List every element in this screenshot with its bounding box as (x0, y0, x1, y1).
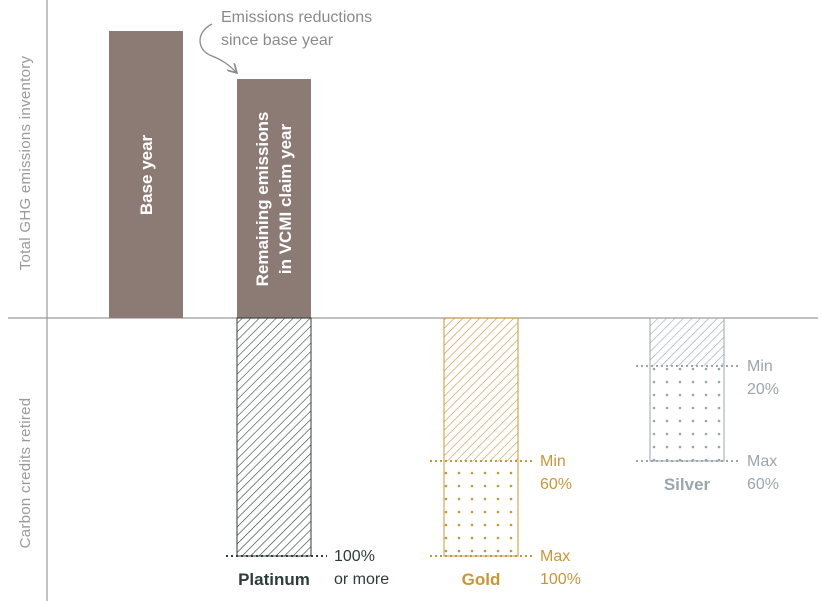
gold-min-label: Min (540, 453, 566, 470)
silver-min-value: 20% (747, 381, 779, 398)
base-year-label: Base year (137, 134, 156, 215)
reductions-annotation-line2: since base year (221, 32, 334, 49)
platinum-max-note: or more (334, 571, 389, 588)
gold-max-label: Max (540, 548, 570, 565)
remaining-emissions-label-line1: Remaining emissions (253, 112, 272, 287)
platinum-tier-label: Platinum (238, 570, 310, 589)
silver-min-hatched-section (650, 318, 724, 366)
reductions-annotation-line1: Emissions reductions (221, 9, 372, 26)
remaining-emissions-bar (237, 79, 311, 318)
gold-min-hatched-section (444, 318, 518, 461)
silver-min-label: Min (747, 358, 773, 375)
reductions-arrow-icon (199, 23, 236, 72)
remaining-emissions-label-line2: in VCMI claim year (276, 124, 295, 275)
silver-dotted-section (650, 366, 724, 461)
platinum-max-value: 100% (334, 548, 375, 565)
silver-tier-label: Silver (664, 475, 711, 494)
silver-max-label: Max (747, 453, 777, 470)
silver-max-value: 60% (747, 476, 779, 493)
gold-min-value: 60% (540, 476, 572, 493)
gold-dotted-section (444, 461, 518, 556)
platinum-bar (236, 317, 312, 557)
y-axis-upper-label: Total GHG emissions inventory (17, 55, 34, 270)
gold-max-value: 100% (540, 571, 581, 588)
gold-tier-label: Gold (462, 570, 501, 589)
base-year-bar (109, 31, 183, 318)
y-axis-lower-label: Carbon credits retired (17, 398, 34, 549)
